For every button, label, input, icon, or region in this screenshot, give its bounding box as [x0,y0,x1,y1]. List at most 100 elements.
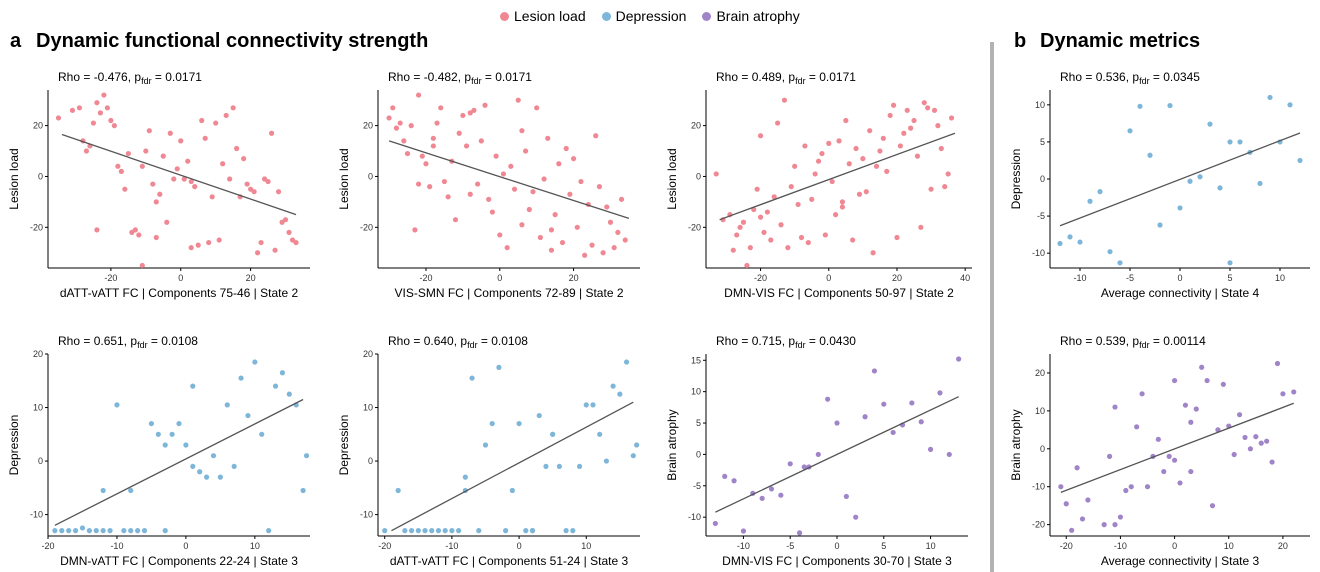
data-point [100,528,106,534]
data-point [206,239,212,246]
data-point [1258,440,1264,446]
scatter-plot-1: -20 0 20 -20 0 20 Rho = -0.476, pfdr = 0.0171 d… [7,70,310,300]
data-point [231,463,237,470]
data-point [812,171,818,177]
data-point [1058,484,1064,490]
data-point [931,107,938,113]
data-point [1217,185,1223,191]
y-tick-label: -20 [360,222,373,232]
y-tick-label: 20 [1035,368,1045,378]
data-point [622,237,628,243]
y-axis-label: Brain atrophy [1009,409,1023,480]
stat-subscript: fdr [471,76,482,86]
data-point [809,196,815,202]
data-point [94,100,100,106]
data-point [611,245,617,251]
data-point [445,194,451,200]
data-point [771,194,777,200]
data-point [881,401,887,407]
data-point [1287,102,1293,108]
data-point [1107,249,1113,255]
data-point [1128,484,1134,490]
data-point [552,212,558,218]
data-point [537,234,543,241]
data-point [393,125,400,131]
data-point [1101,522,1107,528]
data-point [925,105,931,111]
data-point [548,247,555,253]
y-tick-label: 0 [1040,174,1045,184]
x-tick-label: 0 [834,541,839,551]
data-point [59,528,65,534]
stat-annotation: Rho = 0.651, pfdr = 0.0108 [58,334,198,350]
scatter-plot-7: -10 -5 0 5 10 -10 -5 0 5 10 15 Rho = 0.715, pfdr = … [665,334,968,568]
data-point [928,186,934,192]
y-tick-label: 20 [363,349,373,359]
data-point [122,186,128,192]
data-point [210,453,217,459]
data-point [279,370,286,376]
data-point [408,528,415,534]
data-point [1274,360,1281,367]
data-point [509,487,515,494]
data-point [550,431,556,437]
data-point [111,123,117,129]
data-point [1127,128,1133,134]
data-point [1137,103,1143,109]
data-point [1197,174,1203,180]
data-point [1291,389,1297,395]
data-point [556,463,562,470]
data-point [795,201,801,208]
y-tick-label: -10 [1032,248,1045,258]
data-point [467,110,473,116]
stat-annotation: Rho = -0.476, pfdr = 0.0171 [58,70,202,86]
data-point [839,204,846,210]
data-point [519,128,525,134]
x-tick-label: 0 [826,273,831,283]
data-point [496,364,502,370]
data-point [478,138,484,144]
data-point [829,178,835,185]
y-tick-label: -5 [693,481,701,491]
data-point [223,112,229,119]
data-point [382,528,388,534]
data-point [176,420,182,427]
data-point [548,227,555,233]
data-point [801,464,807,470]
data-point [908,125,914,131]
data-point [911,117,917,124]
stat-annotation: Rho = 0.715, pfdr = 0.0430 [716,334,856,350]
data-point [853,145,859,152]
data-point [589,242,595,248]
data-point [541,176,547,182]
data-point [515,97,521,103]
data-point [1188,468,1194,475]
data-point [190,383,196,389]
data-point [169,431,175,437]
data-point [395,487,401,494]
data-point [171,176,177,182]
y-tick-label: 5 [696,418,701,428]
data-point [266,528,272,534]
data-point [1117,514,1124,520]
y-tick-label: 10 [33,403,43,413]
y-axis-label: Lesion load [337,148,351,209]
data-point [778,222,784,228]
y-tick-label: -20 [30,222,43,232]
x-axis-label: dATT-vATT FC | Components 75-46 | State … [60,286,299,300]
data-point [596,184,603,190]
y-tick-label: 0 [38,171,43,181]
x-tick-label: -20 [378,541,391,551]
legend-label-brain-atrophy: Brain atrophy [716,8,800,24]
stat-subscript: fdr [1139,76,1150,86]
y-tick-label: 10 [1035,100,1045,110]
data-point [1147,152,1153,158]
x-tick-label: 5 [881,541,886,551]
data-point [796,530,803,536]
data-point [1079,516,1086,522]
data-point [52,528,58,534]
data-point [397,120,403,126]
data-point [1253,434,1259,440]
stat-subscript: fdr [137,340,148,350]
data-point [415,92,422,98]
